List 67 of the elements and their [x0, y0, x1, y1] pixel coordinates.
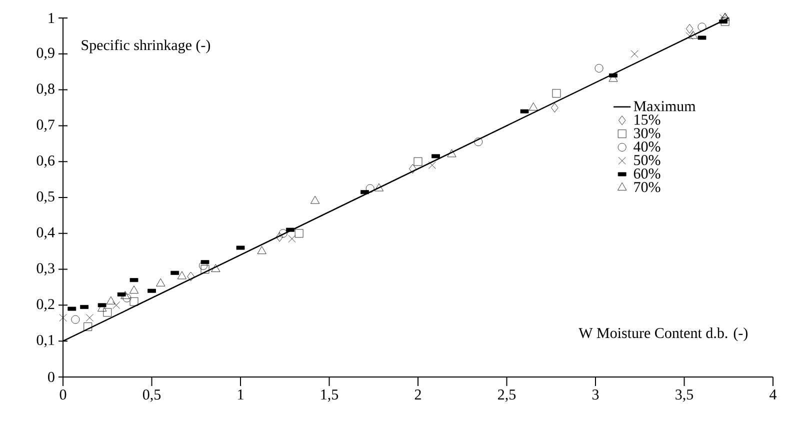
point	[200, 265, 210, 274]
point	[474, 138, 483, 146]
legend-label: 15%	[634, 114, 660, 125]
point	[177, 271, 186, 280]
legend-label: 40%	[634, 142, 660, 152]
x-tick-label: 1,5	[321, 390, 338, 402]
point	[288, 235, 296, 243]
point	[552, 89, 561, 98]
point	[698, 22, 706, 32]
y-tick-label: 0,3	[36, 263, 54, 276]
point	[187, 272, 194, 282]
x-tick-label: 3,5	[676, 390, 694, 402]
x-axis-title: W Moisture Content d.b. (-)	[578, 328, 748, 342]
point	[86, 314, 94, 322]
y-tick-label: 0,5	[36, 191, 54, 204]
x-tick-label: 2	[414, 390, 421, 400]
legend-label: 60%	[634, 168, 660, 179]
x-tick-label: 0	[60, 390, 66, 400]
point	[211, 264, 220, 272]
x-tick-label: 3	[592, 390, 599, 400]
point	[129, 286, 139, 294]
point	[130, 297, 138, 306]
y-tick-label: 0	[48, 372, 54, 382]
y-tick-label: 0,1	[36, 334, 54, 348]
y-tick-label: 0,9	[36, 48, 54, 60]
x-tick-label: 0,5	[142, 390, 161, 402]
point	[106, 296, 116, 304]
point	[686, 32, 694, 40]
point	[71, 315, 80, 324]
point	[310, 196, 320, 204]
point	[276, 232, 284, 242]
point	[720, 17, 730, 26]
legend-label: 30%	[634, 128, 660, 138]
point	[84, 322, 92, 331]
point	[374, 183, 384, 192]
point	[551, 103, 558, 112]
point	[428, 161, 436, 169]
point	[294, 229, 304, 238]
y-tick-label: 0,8	[36, 84, 54, 96]
point	[594, 64, 604, 72]
point	[59, 314, 67, 322]
point	[122, 294, 132, 302]
y-tick-label: 0,4	[36, 227, 55, 240]
point	[278, 229, 288, 238]
point	[120, 291, 130, 299]
x-tick-label: 2,5	[498, 390, 516, 402]
point	[688, 30, 698, 39]
x-tick-label: 4	[770, 390, 777, 400]
point	[528, 102, 538, 110]
y-tick-label: 0,6	[36, 155, 55, 168]
legend-label: 70%	[634, 182, 660, 192]
legend-label: 50%	[634, 155, 660, 166]
point	[103, 308, 112, 317]
y-tick-label: 0,2	[36, 299, 54, 312]
point	[257, 246, 266, 254]
y-tick-label: 1	[48, 13, 54, 23]
x-tick-label: 1	[238, 390, 244, 400]
point	[720, 12, 730, 21]
legend-label: Maximum	[634, 101, 696, 112]
point	[447, 149, 456, 158]
y-tick-label: 0,7	[36, 120, 55, 132]
point	[156, 278, 166, 286]
point	[630, 50, 638, 58]
point	[366, 184, 374, 193]
point	[112, 301, 120, 309]
point	[686, 24, 694, 34]
y-axis-title: Specific shrinkage (-)	[82, 39, 210, 54]
